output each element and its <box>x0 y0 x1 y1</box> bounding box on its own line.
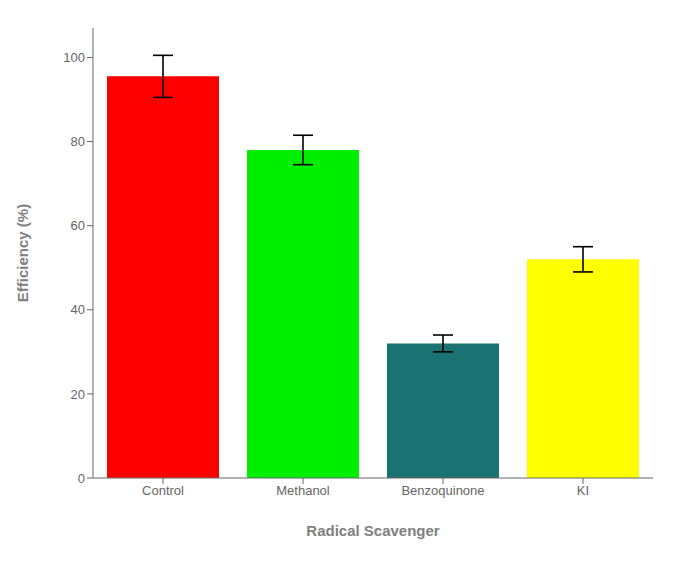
svg-text:Methanol: Methanol <box>276 483 330 498</box>
svg-text:Radical Scavenger: Radical Scavenger <box>306 522 440 539</box>
svg-text:KI: KI <box>577 483 589 498</box>
svg-text:Benzoquinone: Benzoquinone <box>401 483 484 498</box>
svg-text:80: 80 <box>71 134 85 149</box>
svg-text:20: 20 <box>71 387 85 402</box>
svg-text:0: 0 <box>78 471 85 486</box>
svg-text:60: 60 <box>71 218 85 233</box>
svg-text:Efficiency (%): Efficiency (%) <box>14 204 31 302</box>
svg-text:40: 40 <box>71 302 85 317</box>
svg-text:100: 100 <box>63 50 85 65</box>
svg-text:Control: Control <box>142 483 184 498</box>
